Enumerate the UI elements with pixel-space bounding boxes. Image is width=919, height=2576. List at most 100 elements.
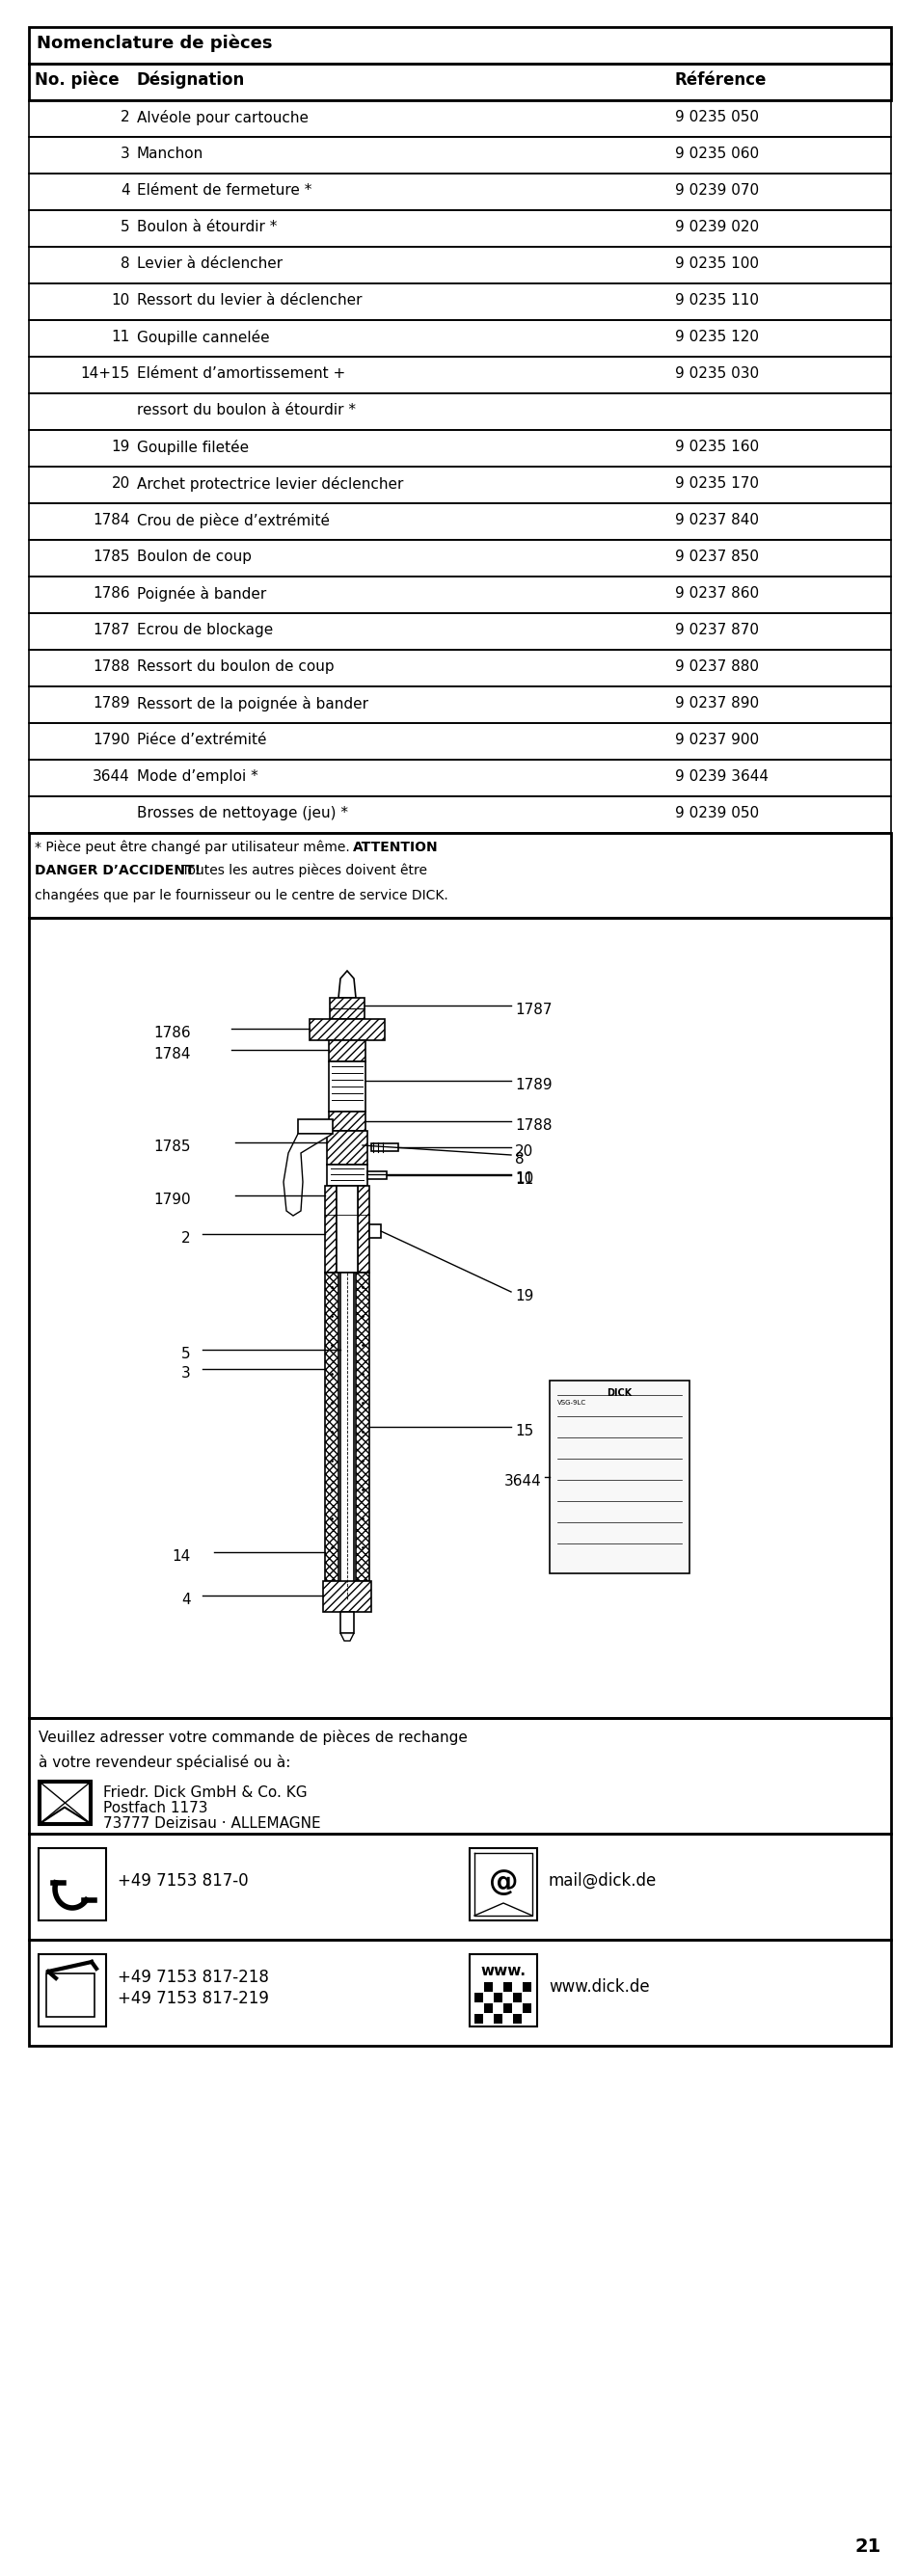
Text: 3644: 3644 [93,770,130,783]
Bar [483,2004,493,2012]
Text: Piéce d’extrémité: Piéce d’extrémité [137,732,267,747]
Bar [503,1994,512,2002]
Text: 73777 Deizisau · ALLEMAGNE: 73777 Deizisau · ALLEMAGNE [103,1816,321,1832]
Text: ATTENTION: ATTENTION [353,840,438,855]
Text: Boulon de coup: Boulon de coup [137,549,252,564]
Text: 3644: 3644 [504,1473,541,1489]
Text: 9 0235 120: 9 0235 120 [675,330,758,345]
Bar [46,1973,95,2017]
Bar [28,1834,891,1940]
Text: 2: 2 [120,111,130,124]
Bar [483,1994,493,2002]
Bar [494,1981,502,1991]
Bar [324,1273,338,1582]
Text: Désignation: Désignation [137,72,245,90]
Text: Ressort du boulon de coup: Ressort du boulon de coup [137,659,334,675]
Bar [28,685,891,724]
Bar [340,1273,354,1600]
Bar [336,1185,357,1273]
Bar [28,64,891,100]
Text: Mode d’emploi *: Mode d’emploi * [137,770,258,783]
Text: 9 0237 900: 9 0237 900 [675,732,758,747]
Text: Alvéole pour cartouche: Alvéole pour cartouche [137,111,308,126]
Bar [513,2004,521,2012]
Bar [28,173,891,211]
Text: 5: 5 [181,1347,191,1360]
Text: Elément d’amortissement +: Elément d’amortissement + [137,366,346,381]
Text: www.: www. [481,1963,526,1978]
Text: Goupille filetée: Goupille filetée [137,440,249,456]
Text: 9 0237 880: 9 0237 880 [675,659,758,675]
Text: 14: 14 [172,1548,191,1564]
Bar [369,1224,380,1239]
Bar [28,613,891,649]
Bar [483,1981,493,1991]
Bar [367,1172,386,1180]
Bar [28,100,891,137]
Text: ressort du boulon à étourdir *: ressort du boulon à étourdir * [137,402,356,417]
Bar [494,2014,502,2025]
Text: 8: 8 [515,1151,524,1167]
Bar [522,1981,531,1991]
Bar [28,137,891,173]
Text: 1788: 1788 [515,1118,551,1133]
Bar [483,2014,493,2025]
Bar [474,2014,482,2025]
Bar [328,1113,365,1131]
Bar [28,355,891,394]
Bar [513,1981,521,1991]
Text: 20: 20 [515,1144,533,1159]
Bar [324,1185,336,1273]
Text: Nomenclature de pièces: Nomenclature de pièces [37,33,272,52]
Text: 1784: 1784 [153,1046,191,1061]
Bar [323,1582,371,1613]
Bar [522,2004,531,2012]
Polygon shape [340,1633,354,1641]
Bar [28,796,891,832]
Text: Référence: Référence [675,72,766,88]
Text: 1786: 1786 [93,587,130,600]
Text: Toutes les autres pièces doivent être: Toutes les autres pièces doivent être [177,863,426,878]
Bar [549,1381,688,1574]
Text: 9 0237 840: 9 0237 840 [675,513,758,528]
Bar [522,1994,531,2002]
Bar [503,2014,512,2025]
Bar [28,1940,891,2045]
Text: Brosses de nettoyage (jeu) *: Brosses de nettoyage (jeu) * [137,806,347,819]
Bar [28,247,891,283]
Text: 1787: 1787 [93,623,130,636]
Text: 11: 11 [515,1172,533,1188]
Bar [503,1981,512,1991]
Text: 1784: 1784 [93,513,130,528]
Text: 1785: 1785 [93,549,130,564]
Bar [494,1981,502,1991]
Bar [494,2004,502,2012]
Bar [494,1994,502,2002]
Text: changées que par le fournisseur ou le centre de service DICK.: changées que par le fournisseur ou le ce… [35,889,448,902]
Bar [503,2004,512,2012]
Text: www.dick.de: www.dick.de [548,1978,649,1996]
Text: Ressort de la poignée à bander: Ressort de la poignée à bander [137,696,368,711]
Text: 14+15: 14+15 [81,366,130,381]
Bar [340,1613,354,1633]
Bar [28,649,891,685]
Bar [494,2004,502,2012]
Bar [357,1185,369,1273]
Bar [356,1273,369,1582]
Text: Elément de fermeture *: Elément de fermeture * [137,183,312,198]
Text: 19: 19 [111,440,130,453]
Text: 9 0235 170: 9 0235 170 [675,477,758,489]
Text: 4: 4 [120,183,130,198]
Bar [28,26,891,64]
Bar [328,1041,365,1061]
Text: Postfach 1173: Postfach 1173 [103,1801,208,1816]
Bar [326,1164,367,1185]
Bar [469,1847,537,1922]
Bar [474,2004,482,2012]
Text: Archet protectrice levier déclencher: Archet protectrice levier déclencher [137,477,403,492]
Bar [28,394,891,430]
Bar [39,1780,92,1824]
Text: 11: 11 [111,330,130,345]
Text: 9 0235 050: 9 0235 050 [675,111,758,124]
Text: 8: 8 [120,258,130,270]
